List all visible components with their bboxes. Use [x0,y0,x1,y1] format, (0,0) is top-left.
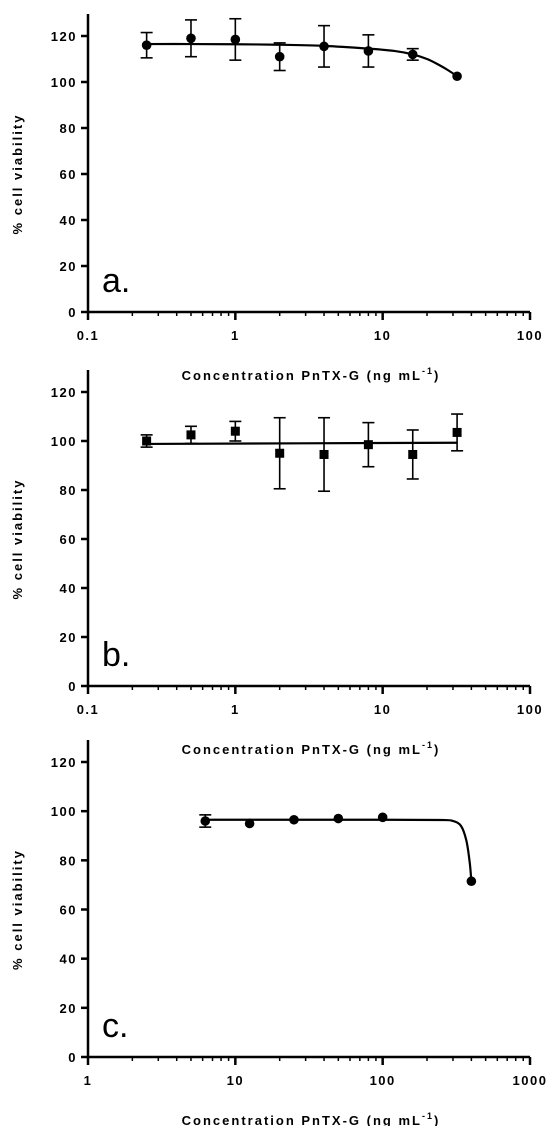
x-tick-label: 0.1 [77,328,100,343]
data-point [142,436,152,446]
data-point [377,812,388,823]
chart-panel-a: 0 20 40 60 80 100 120 0.1 1 10 100 Concentration Pn… [10,14,543,383]
data-point [319,41,329,52]
chart-panel-b: 0 20 40 60 80 100 120 0.1 1 10 100 Concentration Pn… [10,370,543,757]
panel-label: b. [102,636,130,674]
data-point [452,71,462,82]
data-point [319,449,329,459]
data-point [363,440,373,450]
y-tick-label: 40 [60,952,77,967]
x-tick-label: 0.1 [77,702,100,717]
data-point [466,876,477,887]
x-tick-label: 10 [374,328,391,343]
y-tick-label: 0 [68,1050,77,1065]
x-tick-label: 100 [517,328,543,343]
x-axis-label-superscript: -1 [422,740,434,750]
x-axis-label: Concentration PnTX-G (ng mL-1) [182,1111,441,1126]
y-tick-label: 100 [51,804,77,819]
y-tick-label: 80 [60,121,77,136]
panel-label: a. [102,262,130,300]
data-point [141,40,152,50]
data-point [408,449,418,459]
x-tick-label: 1 [231,328,240,343]
fit-curve [146,441,458,446]
data-point [274,51,285,62]
y-tick-label: 40 [60,581,77,596]
x-tick-label: 1000 [513,1073,548,1088]
y-axis-label: % cell viability [10,849,25,970]
x-axis-label-superscript: -1 [422,366,434,376]
data-point [407,49,418,60]
x-tick-label: 1 [84,1073,93,1088]
y-tick-label: 120 [51,29,77,44]
x-tick-label: 100 [517,702,543,717]
fit-curve [205,818,473,882]
x-tick-label: 10 [227,1073,244,1088]
y-tick-label: 120 [51,385,77,400]
x-axis-label-main: Concentration PnTX-G (ng mL [182,742,422,757]
y-tick-label: 20 [60,1001,77,1016]
data-point [363,46,374,56]
y-tick-label: 0 [68,305,77,320]
y-tick-label: 40 [60,213,77,228]
y-tick-label: 100 [51,434,77,449]
y-tick-label: 0 [68,679,77,694]
data-point [186,430,196,440]
data-point [230,426,240,436]
data-point [275,448,285,458]
x-axis-label: Concentration PnTX-G (ng mL-1) [182,366,441,383]
x-axis-label: Concentration PnTX-G (ng mL-1) [182,740,441,757]
data-point [452,427,462,437]
y-tick-label: 60 [60,532,77,547]
y-tick-label: 100 [51,75,77,90]
data-point [244,818,255,829]
y-tick-label: 80 [60,853,77,868]
y-tick-label: 20 [60,630,77,645]
y-tick-label: 20 [60,259,77,274]
x-axis-label-close: ) [434,1113,440,1126]
x-tick-label: 10 [374,702,391,717]
y-tick-label: 120 [51,755,77,770]
y-axis-label: % cell viability [10,114,25,235]
x-axis-label-superscript: -1 [422,1111,434,1121]
panel-label: c. [102,1007,128,1045]
data-point [230,34,241,45]
y-tick-label: 60 [60,167,77,182]
data-point [186,33,196,44]
x-axis-label-close: ) [434,368,440,383]
data-point [200,816,211,826]
y-axis-label: % cell viability [10,479,25,600]
x-axis-label-main: Concentration PnTX-G (ng mL [182,368,422,383]
x-axis-label-main: Concentration PnTX-G (ng mL [182,1113,422,1126]
y-tick-label: 60 [60,903,77,918]
y-tick-label: 80 [60,483,77,498]
x-tick-label: 1 [231,702,240,717]
x-axis-label-close: ) [434,742,440,757]
fit-curve [146,42,458,78]
data-point [289,814,299,825]
data-point [333,813,344,824]
x-tick-label: 100 [370,1073,396,1088]
